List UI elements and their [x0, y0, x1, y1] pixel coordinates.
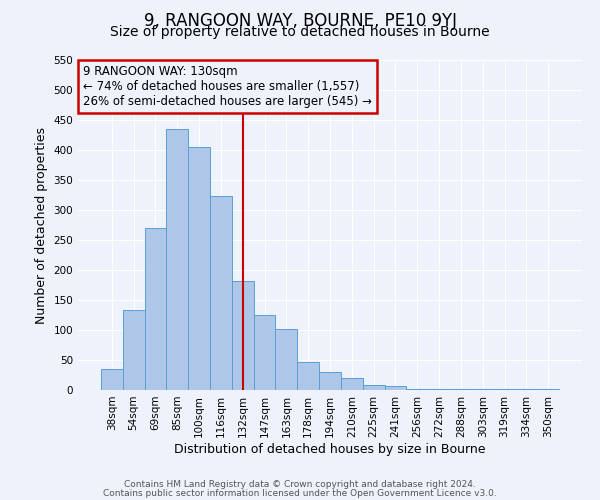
Bar [297, 362, 319, 390]
X-axis label: Distribution of detached houses by size in Bourne: Distribution of detached houses by size … [174, 442, 486, 456]
Text: 9 RANGOON WAY: 130sqm
← 74% of detached houses are smaller (1,557)
26% of semi-d: 9 RANGOON WAY: 130sqm ← 74% of detached … [83, 65, 372, 108]
Bar [363, 385, 385, 390]
Bar [232, 281, 254, 390]
Text: Size of property relative to detached houses in Bourne: Size of property relative to detached ho… [110, 25, 490, 39]
Bar [385, 386, 406, 390]
Text: 9, RANGOON WAY, BOURNE, PE10 9YJ: 9, RANGOON WAY, BOURNE, PE10 9YJ [143, 12, 457, 30]
Bar [145, 228, 166, 390]
Bar [188, 147, 210, 390]
Bar [406, 389, 428, 390]
Bar [210, 196, 232, 390]
Bar [319, 372, 341, 390]
Bar [341, 378, 363, 390]
Text: Contains public sector information licensed under the Open Government Licence v3: Contains public sector information licen… [103, 488, 497, 498]
Text: Contains HM Land Registry data © Crown copyright and database right 2024.: Contains HM Land Registry data © Crown c… [124, 480, 476, 489]
Y-axis label: Number of detached properties: Number of detached properties [35, 126, 48, 324]
Bar [101, 369, 123, 390]
Bar [275, 330, 297, 390]
Bar [166, 129, 188, 390]
Bar [254, 315, 275, 390]
Bar [123, 310, 145, 390]
